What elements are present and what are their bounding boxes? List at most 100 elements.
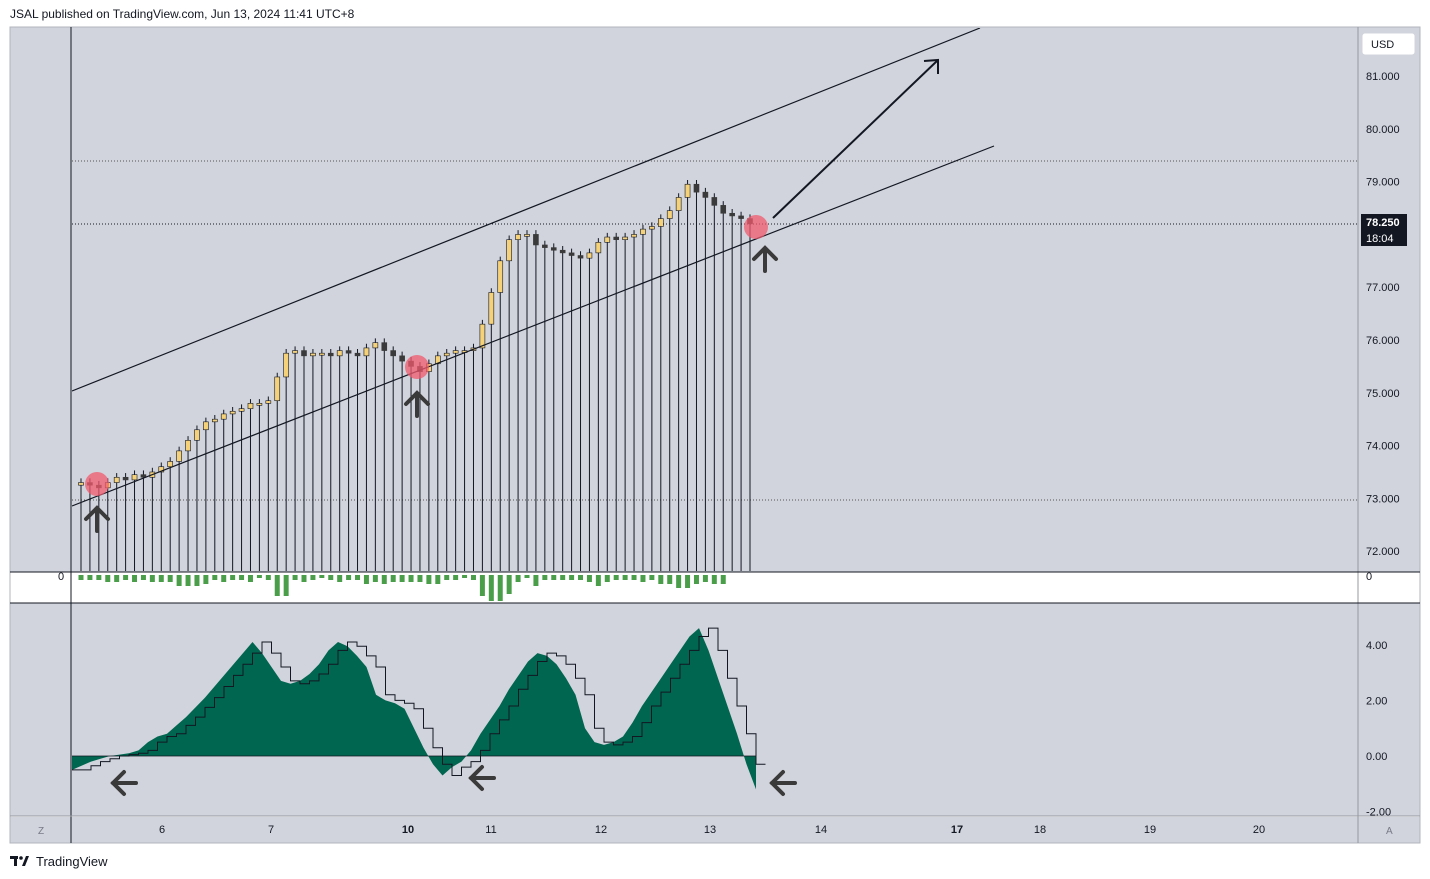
histogram-bar [676,575,682,588]
candle [399,351,405,571]
tradingview-logo-icon[interactable] [10,854,30,868]
histogram-bar [426,575,432,584]
touch-highlight-3 [744,215,768,239]
channel-lower-trendline[interactable] [72,145,995,507]
histogram-bar [132,575,138,582]
candle [113,473,120,571]
histogram-bar [399,575,405,582]
price-tick-label: 80.000 [1366,124,1400,136]
price-tick-label: 75.000 [1366,388,1400,400]
price-tick-label: 81.000 [1366,71,1400,83]
candle [711,193,718,571]
candle [256,399,263,571]
candle [613,232,620,571]
histogram-bar [123,575,129,580]
price-tick-label: 76.000 [1366,335,1400,347]
candle [336,346,343,571]
candle [443,348,450,571]
histogram-bar [372,575,378,582]
histogram-bar [239,575,245,580]
histogram-bar [506,575,512,594]
publish-info: JSAL published on TradingView.com, Jun 1… [10,7,355,21]
candle [212,414,218,571]
time-tick-label: 7 [268,824,274,836]
candle [274,372,281,571]
candle [140,470,147,571]
candle [720,201,727,571]
histogram-bar [649,575,655,580]
time-tick-label: 19 [1144,824,1156,836]
histogram-bar [479,575,485,596]
histogram-bar [578,575,584,580]
chart-frame [9,26,1421,844]
histogram-bar [167,575,173,582]
candlestick-series [78,180,753,571]
histogram-bar [586,575,592,582]
oscillator-tick-label: 2.00 [1366,695,1387,707]
last-price-label: 78.250 [1366,217,1400,229]
candle [577,251,584,571]
histogram-bar [667,575,673,584]
histogram-bar [105,575,111,582]
histogram-bar [274,575,280,596]
histogram-bar [524,575,530,578]
histogram-bar [470,575,476,580]
time-axis-bg [10,817,1420,843]
candle [702,187,709,571]
histogram-bar [337,575,343,582]
price-tick-label: 74.000 [1366,441,1400,453]
histogram-bar [408,575,414,582]
histogram-bar [542,575,548,580]
candle [497,256,504,571]
histogram-bar [488,575,494,601]
price-tick-label: 72.000 [1366,546,1400,558]
histogram-bar [702,575,708,582]
candle [381,338,388,571]
candle [319,348,325,571]
time-axis[interactable]: 6 7 10 11 12 13 14 17 18 19 20 [159,824,1265,836]
candle [176,446,182,571]
candle [649,222,655,571]
candle [452,346,459,571]
currency-label: USD [1371,39,1394,51]
time-axis-left-button[interactable]: Z [38,826,44,837]
time-tick-label: 10 [402,824,414,836]
up-arrow-icon [752,245,778,273]
histogram-bar [265,575,271,580]
oscillator-tick-label: 0.00 [1366,751,1387,763]
histogram-bar [685,575,691,588]
candle [363,343,370,571]
histogram-bar [417,575,423,582]
time-tick-label: 18 [1034,824,1046,836]
currency-badge[interactable] [1361,32,1416,56]
tradingview-brand[interactable]: TradingView [36,853,108,869]
time-axis-right-button[interactable]: A [1386,826,1393,837]
price-axis[interactable]: 81.00080.00079.00078.00077.00076.00075.0… [1366,71,1400,558]
candle [203,417,209,571]
histogram-bar [87,575,93,580]
histogram-bar [247,575,253,582]
channel-upper-trendline[interactable] [72,28,981,392]
candle [595,238,602,571]
candle [372,338,379,571]
histogram-bar [551,575,557,580]
candle [167,457,173,571]
candle [675,193,682,571]
histogram-bar [283,575,289,596]
candle [78,478,84,571]
candle [666,206,673,571]
candle [194,425,200,571]
histogram-bar [194,575,200,586]
candle [488,288,495,571]
projection-arrow[interactable] [772,58,939,219]
histogram-bar [212,575,218,580]
candle [301,346,307,571]
candle [622,232,628,571]
time-tick-label: 17 [951,824,963,836]
oscillator-axis[interactable]: 4.00 2.00 0.00 -2.00 [1366,640,1391,819]
candle [729,209,735,571]
histogram-bar [78,575,84,580]
price-tick-label: 79.000 [1366,177,1400,189]
histogram-bar [604,575,610,582]
